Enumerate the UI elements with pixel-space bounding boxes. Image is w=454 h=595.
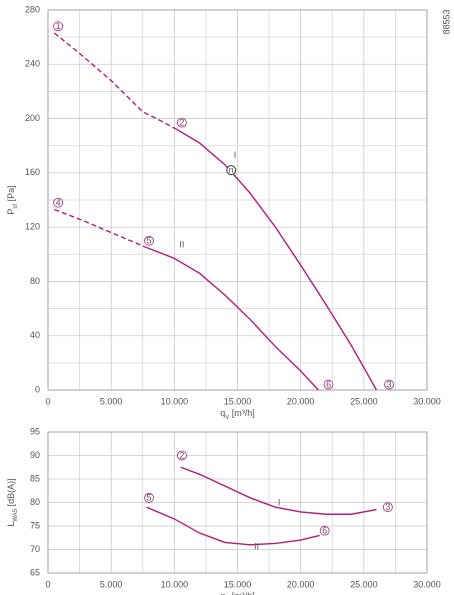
annotation: 3 xyxy=(385,502,390,512)
operating-point xyxy=(226,165,237,176)
point-marker xyxy=(177,450,187,461)
x-tick-label: 25.000 xyxy=(350,579,378,589)
x-tick-label: 0 xyxy=(45,579,50,589)
curve xyxy=(146,506,320,546)
curve xyxy=(146,246,319,391)
x-tick-label: 20.000 xyxy=(287,579,315,589)
y-tick-label: 160 xyxy=(25,167,40,177)
code-label: 88553 xyxy=(441,9,451,34)
x-tick-label: 10.000 xyxy=(161,396,189,406)
y-tick-label: 95 xyxy=(30,426,40,436)
plot-frame xyxy=(47,9,428,391)
y-tick-label: 200 xyxy=(25,113,40,123)
annotation: II xyxy=(254,542,259,552)
axis-label-main: P xyxy=(6,209,16,215)
x-tick-label: 30.000 xyxy=(413,396,441,406)
y-tick-label: 80 xyxy=(30,276,40,286)
annotation: 5 xyxy=(147,236,152,246)
point-marker xyxy=(53,197,64,208)
annotation: 2 xyxy=(179,450,184,460)
annotation: 5 xyxy=(147,493,152,503)
axis-label-main: q xyxy=(220,591,225,595)
y-tick-label: 75 xyxy=(30,520,40,530)
y-tick-label: 0 xyxy=(35,384,40,394)
point-marker xyxy=(144,492,154,503)
annotation: 6 xyxy=(326,379,331,389)
axis-label-sub: WA5 xyxy=(13,508,19,521)
y-tick-label: 240 xyxy=(25,59,40,69)
axis-label-unit: [m³/h] xyxy=(229,591,255,595)
x-tick-label: 5.000 xyxy=(100,579,123,589)
point-marker xyxy=(144,235,154,246)
curve xyxy=(176,128,378,391)
axis-label-sub: V xyxy=(225,415,229,421)
point-marker xyxy=(323,379,334,390)
x-tick-label: 15.000 xyxy=(224,396,252,406)
y-tick-label: 280 xyxy=(25,4,40,14)
dashed-curve xyxy=(54,208,147,249)
x-tick-label: 0 xyxy=(45,396,50,406)
point-marker xyxy=(53,21,64,32)
y-tick-label: 90 xyxy=(30,450,40,460)
annotation: 6 xyxy=(322,526,327,536)
axis-label: qV [m³/h] xyxy=(220,408,255,420)
y-tick-label: 40 xyxy=(30,330,40,340)
point-marker xyxy=(382,502,393,513)
axis-label-main: q xyxy=(220,408,225,418)
x-tick-label: 5.000 xyxy=(100,396,123,406)
annotation: II xyxy=(179,240,184,250)
y-tick-label: 120 xyxy=(25,222,40,232)
point-marker xyxy=(177,117,187,128)
axis-label: Psf [Pa] xyxy=(6,185,18,214)
x-tick-label: 30.000 xyxy=(413,579,441,589)
axis-label-unit: [Pa] xyxy=(6,185,16,204)
curve xyxy=(180,466,377,515)
annotation: 3 xyxy=(387,379,392,389)
x-tick-label: 10.000 xyxy=(161,579,189,589)
x-tick-label: 20.000 xyxy=(287,396,315,406)
axis-label-main: L xyxy=(6,522,16,527)
axis-label-unit: [m³/h] xyxy=(229,408,255,418)
point-marker xyxy=(319,525,330,536)
dashed-curve xyxy=(53,32,178,131)
y-tick-label: 65 xyxy=(30,567,40,577)
axis-label-sub: sf xyxy=(13,204,19,209)
y-tick-label: 85 xyxy=(30,473,40,483)
annotation: I xyxy=(234,150,237,160)
annotation: 4 xyxy=(56,198,61,208)
annotation: 2 xyxy=(179,118,184,128)
y-tick-label: 70 xyxy=(30,544,40,554)
axis-label: qV [m³/h] xyxy=(220,591,255,595)
axis-label: LWA5 [dB(A)] xyxy=(6,478,18,526)
annotation: 1 xyxy=(56,21,61,31)
annotation: n xyxy=(229,165,234,175)
annotation: I xyxy=(278,497,281,507)
x-tick-label: 25.000 xyxy=(350,396,378,406)
y-tick-label: 80 xyxy=(30,497,40,507)
axis-label-unit: [dB(A)] xyxy=(6,478,16,509)
x-tick-label: 15.000 xyxy=(224,579,252,589)
point-marker xyxy=(384,379,395,390)
plot-frame xyxy=(47,431,428,574)
